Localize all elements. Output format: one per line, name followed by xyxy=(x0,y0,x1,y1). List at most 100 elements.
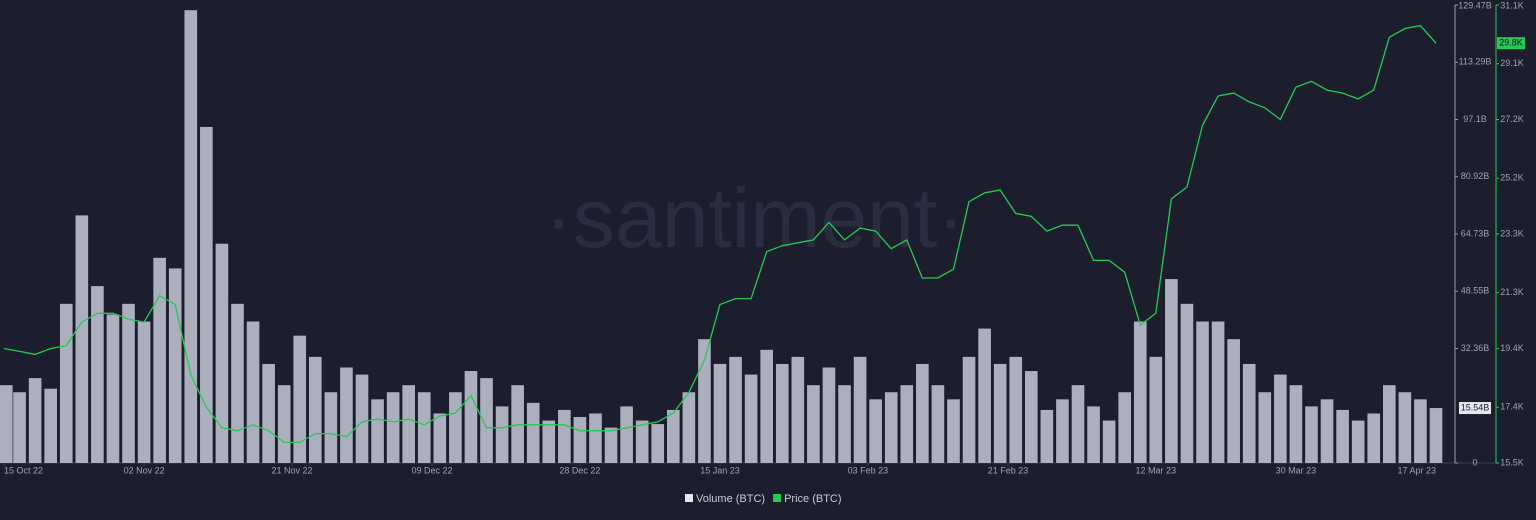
volume-bar xyxy=(402,385,416,463)
volume-bar xyxy=(620,406,633,463)
volume-bar xyxy=(386,392,400,463)
volume-bar xyxy=(573,417,587,463)
volume-bar xyxy=(246,321,260,463)
volume-bar xyxy=(371,399,384,463)
volume-bar xyxy=(869,399,882,463)
y2-tick-label: 31.1K xyxy=(1500,0,1524,10)
volume-bar xyxy=(931,385,945,463)
volume-bar xyxy=(480,378,493,463)
volume-bar xyxy=(526,402,540,463)
y-tick-label: 129.47B xyxy=(1458,0,1492,10)
x-tick-label: 21 Nov 22 xyxy=(271,465,312,475)
volume-bar xyxy=(1056,399,1069,463)
volume-bar xyxy=(947,399,960,463)
volume-bar xyxy=(1009,356,1023,463)
x-tick-label: 09 Dec 22 xyxy=(412,465,453,475)
x-tick-label: 03 Feb 23 xyxy=(848,465,889,475)
volume-bar xyxy=(59,303,73,463)
volume-bar xyxy=(775,363,789,463)
volume-bar xyxy=(1336,409,1349,463)
x-tick-label: 12 Mar 23 xyxy=(1136,465,1177,475)
volume-bar xyxy=(1398,392,1412,463)
volume-bar xyxy=(900,385,914,463)
volume-bar xyxy=(200,126,213,463)
volume-bar xyxy=(1118,392,1132,463)
volume-bar xyxy=(542,420,556,463)
y-tick-label: 48.55B xyxy=(1461,286,1490,296)
volume-bar xyxy=(713,363,727,463)
volume-bar xyxy=(729,356,742,463)
volume-bar xyxy=(807,385,820,463)
volume-bar xyxy=(449,392,462,463)
volume-bar xyxy=(744,374,758,463)
volume-bar xyxy=(184,10,198,463)
volume-bar xyxy=(838,385,851,463)
y2-tick-label: 19.4K xyxy=(1500,343,1524,353)
volume-bar xyxy=(231,303,244,463)
volume-bar xyxy=(168,268,182,463)
watermark: ·santiment· xyxy=(545,171,965,265)
volume-bar xyxy=(28,378,42,463)
x-tick-label: 17 Apr 23 xyxy=(1397,465,1436,475)
volume-bar xyxy=(822,367,836,463)
volume-bar xyxy=(1180,303,1194,463)
y2-tick-label: 27.2K xyxy=(1500,114,1524,124)
volume-bar xyxy=(1165,279,1178,463)
y-tick-label: 32.36B xyxy=(1461,343,1490,353)
volume-bar xyxy=(558,409,571,463)
volume-bar xyxy=(1320,399,1334,463)
y2-tick-label: 25.2K xyxy=(1500,173,1524,183)
y-tick-label: 97.1B xyxy=(1463,114,1487,124)
volume-bar xyxy=(1024,371,1038,463)
volume-bar xyxy=(1087,406,1100,463)
volume-bar xyxy=(91,286,104,463)
volume-bar xyxy=(760,349,774,463)
volume-bar xyxy=(962,356,976,463)
volume-bar xyxy=(106,314,120,463)
volume-bar xyxy=(1367,413,1381,463)
volume-bar xyxy=(1242,363,1256,463)
volume-bar xyxy=(308,356,322,463)
volume-bar xyxy=(1382,385,1396,463)
volume-bar xyxy=(1305,406,1318,463)
volume-bar xyxy=(355,374,369,463)
volume-bar xyxy=(153,257,166,463)
volume-bar xyxy=(1227,339,1240,463)
volume-bar xyxy=(1102,420,1116,463)
x-tick-label: 21 Feb 23 xyxy=(988,465,1029,475)
volume-bar xyxy=(1258,392,1272,463)
x-tick-label: 02 Nov 22 xyxy=(124,465,165,475)
y2-tick-label: 29.1K xyxy=(1500,58,1524,68)
x-tick-label: 30 Mar 23 xyxy=(1276,465,1317,475)
volume-bar xyxy=(511,385,524,463)
current-price-label: 29.8K xyxy=(1499,38,1523,48)
volume-bar xyxy=(791,356,805,463)
volume-bar xyxy=(1351,420,1365,463)
volume-bar xyxy=(916,363,929,463)
volume-bar xyxy=(293,335,307,463)
volume-bar xyxy=(75,215,89,463)
volume-bar xyxy=(137,321,151,463)
volume-bar xyxy=(495,406,509,463)
volume-bar xyxy=(44,388,58,463)
volume-bar xyxy=(1289,385,1303,463)
x-tick-label: 15 Oct 22 xyxy=(4,465,43,475)
current-volume-box xyxy=(1459,402,1491,415)
volume-bar xyxy=(1071,385,1085,463)
volume-bar xyxy=(0,385,13,463)
y-tick-label: 80.92B xyxy=(1461,171,1490,181)
volume-bar xyxy=(1274,374,1287,463)
volume-bar xyxy=(324,392,338,463)
price-line xyxy=(3,24,1437,444)
volume-bar xyxy=(635,420,649,463)
y-tick-label: 0 xyxy=(1472,457,1477,467)
x-tick-label: 15 Jan 23 xyxy=(700,465,740,475)
volume-bar xyxy=(1133,321,1147,463)
volume-bar xyxy=(215,243,229,463)
volume-bar xyxy=(604,427,618,463)
volume-bar xyxy=(698,339,711,463)
volume-bar xyxy=(682,392,696,463)
volume-bar xyxy=(417,392,431,463)
y2-tick-label: 17.4K xyxy=(1500,402,1524,412)
